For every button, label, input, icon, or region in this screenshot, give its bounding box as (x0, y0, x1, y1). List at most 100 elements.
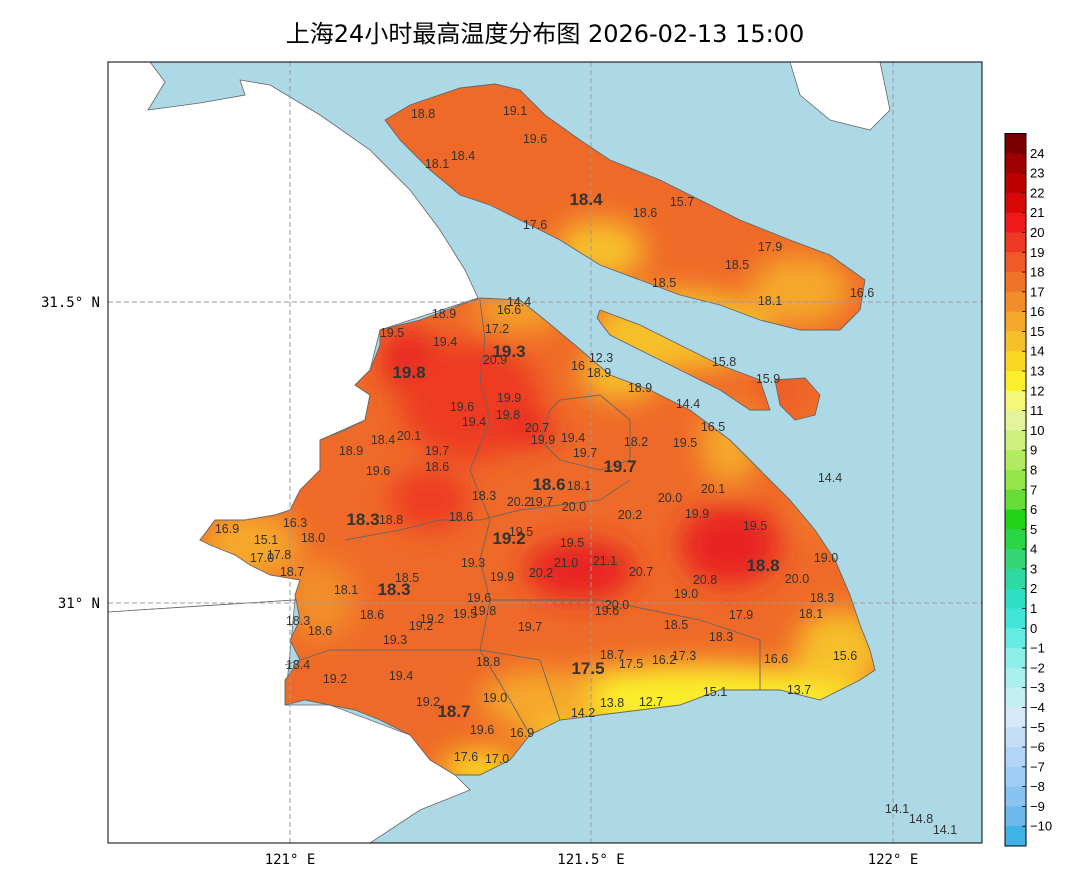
station-label: 15.7 (670, 195, 694, 209)
station-label: 15.8 (712, 355, 736, 369)
colorbar-swatch (1005, 272, 1026, 293)
station-label: 19.6 (467, 591, 491, 605)
station-label: 19.5 (509, 525, 533, 539)
station-label: 19.4 (389, 669, 413, 683)
colorbar-label: 17 (1030, 284, 1044, 299)
station-label: 20.0 (605, 598, 629, 612)
station-labels: 18.8 19.119.618.118.418.418.615.717.617.9… (215, 104, 957, 837)
colorbar-swatch (1005, 826, 1026, 847)
colorbar-label: 8 (1030, 462, 1037, 477)
station-label: 17.9 (729, 608, 753, 622)
station-label: 19.0 (814, 551, 838, 565)
station-label: 17.0 (485, 752, 509, 766)
lat-label: 31.5° N (41, 295, 100, 311)
station-label: 18.6 (308, 624, 332, 638)
station-label: 16.2 (652, 653, 676, 667)
station-label: 18.3 (709, 630, 733, 644)
station-label: 16.3 (283, 516, 307, 530)
station-label: 18.3 (377, 580, 410, 599)
colorbar-label: 12 (1030, 383, 1044, 398)
colorbar-swatch (1005, 766, 1026, 788)
station-label: 19.6 (450, 400, 474, 414)
colorbar-swatch (1005, 351, 1026, 372)
station-label: 19.7 (573, 446, 597, 460)
station-label: 20.7 (525, 421, 549, 435)
colorbar-label: −6 (1030, 740, 1045, 755)
station-label: 20.8 (693, 573, 717, 587)
station-label: 19.9 (531, 433, 555, 447)
station-label: 18.6 (425, 460, 449, 474)
station-label: 19.6 (366, 464, 390, 478)
station-label: 17.8 (267, 548, 291, 562)
station-label: 18.1 (758, 294, 782, 308)
station-label: 18.5 (395, 571, 419, 585)
colorbar-label: −2 (1030, 660, 1045, 675)
station-label: 18.9 (628, 381, 652, 395)
colorbar-label: 2 (1030, 581, 1037, 596)
graticule (108, 62, 982, 843)
station-label: 18.8 (746, 556, 779, 575)
station-label: 18.8 (379, 513, 403, 527)
station-label: 20.1 (397, 429, 421, 443)
station-label: 18.1 (799, 607, 823, 621)
colorbar-swatch (1005, 153, 1026, 174)
station-label: 19.6 (523, 132, 547, 146)
colorbar-swatch (1005, 806, 1026, 827)
colorbar-swatch (1005, 509, 1026, 530)
station-label: 19.3 (492, 342, 525, 361)
station-label: 12.3 (589, 351, 613, 365)
colorbar-swatch (1005, 747, 1026, 768)
colorbar-label: −1 (1030, 641, 1045, 656)
colorbar-swatch (1005, 588, 1026, 609)
station-label: 19.5 (673, 436, 697, 450)
lon-label: 121.5° E (557, 852, 624, 868)
station-label: 20.9 (483, 353, 507, 367)
station-label: 19.3 (383, 633, 407, 647)
station-label: 19.6 (470, 723, 494, 737)
station-label: 16.9 (215, 522, 239, 536)
station-label: 19.4 (462, 415, 486, 429)
station-label: 19.5 (380, 326, 404, 340)
colorbar-label: 4 (1030, 542, 1037, 557)
colorbar-swatch (1005, 311, 1026, 332)
lon-label: 121° E (265, 852, 316, 868)
station-label: 19.8 (472, 604, 496, 618)
colorbar-label: −7 (1030, 759, 1045, 774)
station-label: 16.6 (497, 303, 521, 317)
station-label: 19.8 (496, 408, 520, 422)
colorbar-label: 6 (1030, 502, 1037, 517)
colorbar-label: −3 (1030, 680, 1045, 695)
station-label: 19.7 (518, 620, 542, 634)
map-title: 上海24小时最高温度分布图 2026-02-13 15:00 (286, 20, 804, 48)
lat-label: 31° N (58, 596, 100, 612)
colorbar: 2423222120191817161514131211109876543210… (1004, 133, 1052, 847)
colorbar-label: −4 (1030, 700, 1045, 715)
colorbar-label: −9 (1030, 799, 1045, 814)
station-label: 14.4 (818, 471, 842, 485)
colorbar-swatch (1005, 173, 1026, 194)
station-label: 20.7 (629, 565, 653, 579)
colorbar-label: 5 (1030, 522, 1037, 537)
station-label: 13.8 (600, 696, 624, 710)
station-label: 18.1 (425, 157, 449, 171)
colorbar-label: 16 (1030, 304, 1044, 319)
station-label: 16 (571, 359, 585, 373)
station-label: 17.5 (619, 657, 643, 671)
station-label: 19.2 (492, 529, 525, 548)
station-label: 20.1 (701, 482, 725, 496)
colorbar-label: 3 (1030, 561, 1037, 576)
colorbar-swatch (1005, 133, 1026, 154)
station-label: 19.0 (483, 691, 507, 705)
station-label: 16.6 (764, 652, 788, 666)
colorbar-swatch (1005, 331, 1026, 352)
station-label: 18.2 (624, 435, 648, 449)
station-label: 17.9 (758, 240, 782, 254)
station-label: 18.3 (810, 591, 834, 605)
station-label: 19.9 (490, 570, 514, 584)
station-label: 16.9 (510, 726, 534, 740)
colorbar-label: 22 (1030, 185, 1044, 200)
colorbar-label: −10 (1030, 819, 1052, 834)
colorbar-swatch (1005, 489, 1026, 511)
map-area: 18.8 19.119.618.118.418.418.615.717.617.9… (108, 62, 982, 843)
colorbar-swatch (1005, 192, 1026, 214)
